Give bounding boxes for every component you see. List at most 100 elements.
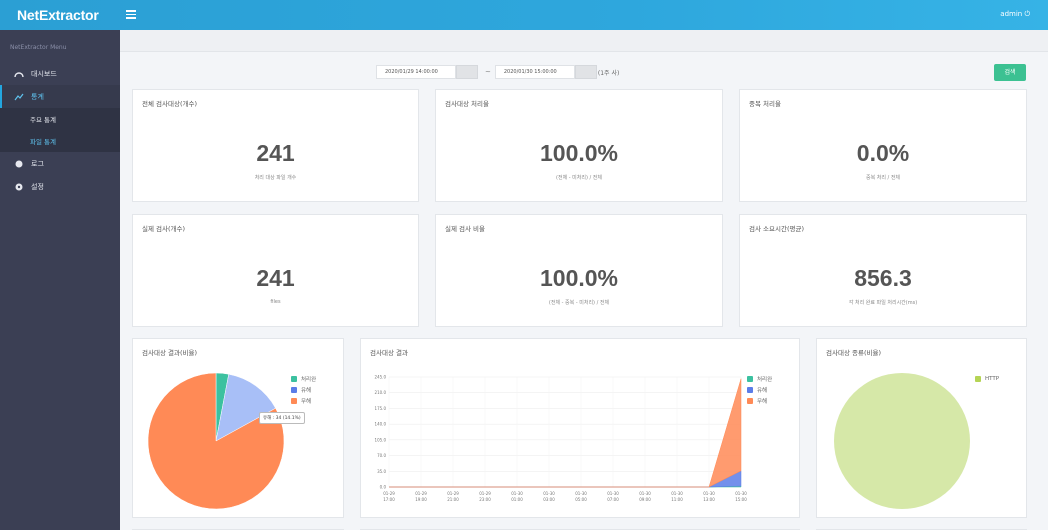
result-ratio-pie-chart[interactable] bbox=[133, 339, 345, 519]
legend-swatch bbox=[747, 375, 753, 382]
chart-legend: 처리완 유해 무해 bbox=[291, 373, 316, 406]
card-subtitle: files bbox=[270, 299, 281, 305]
log-icon bbox=[15, 160, 23, 167]
brand-logo[interactable]: NetExtractor bbox=[17, 7, 99, 23]
legend-label: 유해 bbox=[301, 387, 312, 394]
chart-title: 검사대상 결과 bbox=[370, 349, 408, 357]
pie-slice[interactable] bbox=[834, 373, 970, 509]
legend-swatch bbox=[975, 375, 981, 382]
x-tick-label: 07:00 bbox=[607, 497, 619, 502]
type-ratio-pie-chart[interactable] bbox=[817, 339, 1028, 519]
sidebar-item-log[interactable]: 로그 bbox=[0, 152, 120, 175]
sidebar-subitem-file-stats[interactable]: 파일 통계 bbox=[0, 130, 120, 152]
result-timeline-chart-card: 검사대상 결과 0.0 35.0 70.0 105.0 140.0 175.0 210.0 2… bbox=[360, 338, 800, 518]
menu-toggle-icon[interactable] bbox=[126, 10, 136, 20]
sidebar-item-label: 대시보드 bbox=[31, 69, 57, 78]
user-menu[interactable]: admin ⏻ bbox=[1000, 10, 1030, 18]
x-tick-label: 03:00 bbox=[543, 497, 555, 502]
top-bar: NetExtractor admin ⏻ bbox=[0, 0, 1048, 30]
card-title: 검사대상 처리율 bbox=[445, 100, 489, 108]
sidebar-item-label: 통계 bbox=[31, 92, 44, 101]
x-tick-label: 17:00 bbox=[383, 497, 395, 502]
legend-item[interactable]: HTTP bbox=[975, 373, 999, 384]
sidebar-item-dashboard[interactable]: 대시보드 bbox=[0, 62, 120, 85]
card-value: 0.0% bbox=[856, 140, 910, 166]
x-tick-label: 01-30 bbox=[639, 491, 651, 496]
dashboard-icon bbox=[14, 71, 24, 77]
stat-card: 검사대상 처리율 100.0% (전체 - 미처리) / 전체 bbox=[435, 89, 723, 202]
x-tick-label: 01-30 bbox=[703, 491, 715, 496]
sidebar: NetExtractor Menu 대시보드 통계 주요 통계 파일 통계 로그… bbox=[0, 30, 120, 530]
card-value: 100.0% bbox=[539, 140, 618, 166]
search-button[interactable]: 검색 bbox=[994, 64, 1026, 81]
sidebar-item-settings[interactable]: 설정 bbox=[0, 175, 120, 198]
x-tick-label: 11:00 bbox=[671, 497, 683, 502]
legend-item[interactable]: 유해 bbox=[291, 384, 316, 395]
calendar-icon[interactable] bbox=[456, 65, 478, 79]
card-value: 241 bbox=[256, 140, 295, 166]
card-value: 856.3 bbox=[854, 265, 912, 291]
card-subtitle: (전체 - 미처리) / 전체 bbox=[556, 175, 602, 181]
legend-swatch bbox=[747, 386, 753, 393]
stat-card: 실제 검사 비율 100.0% (전체 - 중복 - 미처리) / 전체 bbox=[435, 214, 723, 327]
chart-legend: HTTP bbox=[975, 373, 999, 384]
y-tick-label: 105.0 bbox=[375, 437, 387, 442]
type-ratio-chart-card: 검사대상 종류(비율) HTTP bbox=[816, 338, 1027, 518]
x-tick-label: 05:00 bbox=[575, 497, 587, 502]
area-series[interactable] bbox=[389, 378, 742, 488]
legend-item[interactable]: 무해 bbox=[291, 395, 316, 406]
x-tick-label: 01-30 bbox=[543, 491, 555, 496]
x-tick-label: 23:00 bbox=[479, 497, 491, 502]
card-subtitle: 중복 처리 / 전체 bbox=[865, 175, 901, 181]
x-tick-label: 01-29 bbox=[447, 491, 459, 496]
result-timeline-area-chart[interactable]: 0.0 35.0 70.0 105.0 140.0 175.0 210.0 245.0 01-2… bbox=[361, 339, 801, 519]
stat-card: 검사 소요시간(평균) 856.3 각 처리 완료 파일 처리시간(ms) bbox=[739, 214, 1027, 327]
card-title: 전체 검사대상(개수) bbox=[142, 100, 197, 108]
end-date-input[interactable]: 2020/01/30 15:00:00 bbox=[494, 65, 575, 79]
legend-item[interactable]: 처리완 bbox=[747, 373, 772, 384]
chart-legend: 처리완 유해 무해 bbox=[747, 373, 772, 406]
legend-swatch bbox=[291, 375, 297, 382]
y-tick-label: 210.0 bbox=[375, 390, 387, 395]
legend-item[interactable]: 무해 bbox=[747, 395, 772, 406]
calendar-icon[interactable] bbox=[574, 65, 597, 79]
y-tick-label: 245.0 bbox=[375, 375, 387, 380]
x-tick-label: 01:00 bbox=[511, 497, 523, 502]
pie-slice[interactable] bbox=[147, 372, 285, 510]
card-subtitle: (전체 - 중복 - 미처리) / 전체 bbox=[548, 300, 610, 306]
legend-label: 유해 bbox=[757, 387, 768, 394]
legend-swatch bbox=[291, 386, 297, 393]
area-series[interactable] bbox=[389, 470, 742, 488]
chart-title: 검사대상 결과(비율) bbox=[142, 349, 197, 357]
start-date-input[interactable]: 2020/01/29 14:00:00 bbox=[376, 65, 456, 79]
date-separator: ~ bbox=[485, 68, 491, 76]
x-tick-label: 15:00 bbox=[735, 497, 747, 502]
x-tick-label: 13:00 bbox=[703, 497, 715, 502]
legend-item[interactable]: 유해 bbox=[747, 384, 772, 395]
y-tick-label: 140.0 bbox=[375, 422, 387, 427]
legend-swatch bbox=[291, 397, 297, 404]
card-title: 실제 검사(개수) bbox=[142, 225, 186, 233]
sidebar-item-stats[interactable]: 통계 bbox=[0, 85, 120, 108]
card-value: 100.0% bbox=[539, 265, 618, 291]
y-tick-label: 175.0 bbox=[375, 406, 387, 411]
x-tick-label: 09:00 bbox=[639, 497, 651, 502]
legend-label: 처리완 bbox=[301, 376, 317, 383]
x-tick-label: 21:00 bbox=[447, 497, 459, 502]
x-tick-label: 01-29 bbox=[415, 491, 427, 496]
legend-label: 처리완 bbox=[757, 376, 773, 383]
legend-item[interactable]: 처리완 bbox=[291, 373, 316, 384]
legend-swatch bbox=[747, 397, 753, 404]
card-title: 검사 소요시간(평균) bbox=[749, 225, 804, 233]
legend-label: 무해 bbox=[757, 398, 768, 405]
sidebar-subitem-main-stats[interactable]: 주요 통계 bbox=[0, 108, 120, 130]
sidebar-header: NetExtractor Menu bbox=[10, 44, 67, 51]
chart-title: 검사대상 종류(비율) bbox=[826, 349, 881, 357]
card-subtitle: 각 처리 완료 파일 처리시간(ms) bbox=[848, 300, 918, 306]
sidebar-item-label: 설정 bbox=[31, 182, 44, 191]
x-tick-label: 01-29 bbox=[479, 491, 491, 496]
pie-slice[interactable] bbox=[215, 373, 276, 442]
y-tick-label: 70.0 bbox=[377, 453, 386, 458]
main-content: 2020/01/29 14:00:00 ~ 2020/01/30 15:00:0… bbox=[120, 52, 1036, 530]
card-title: 실제 검사 비율 bbox=[445, 225, 486, 233]
